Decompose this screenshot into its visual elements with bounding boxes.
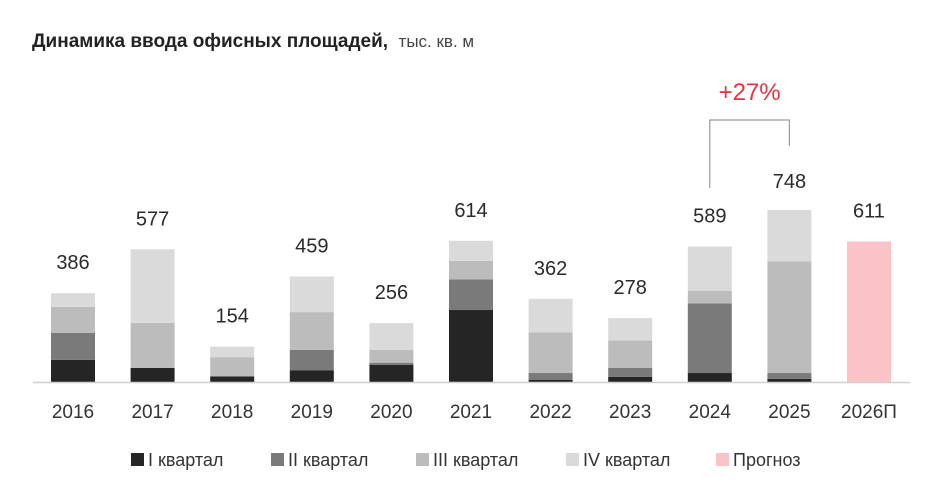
x-axis-ticks: 2016 2017 2018 2019 2020 2021 2022 2023 2024 2025… [52, 402, 897, 423]
legend-label-2: II квартал [288, 450, 368, 470]
bar-segment-2020-s1 [369, 364, 414, 382]
bar-segment-2023-s4 [608, 318, 653, 341]
x-tick-2019: 2019 [291, 402, 333, 423]
bar-segment-2025-s3 [767, 261, 812, 374]
legend-label-5: Прогноз [733, 450, 801, 470]
total-label-2019: 459 [295, 235, 328, 257]
bar-segment-2018-s1 [210, 376, 255, 382]
total-label-2023: 278 [614, 277, 647, 299]
bar-segment-2020-s2 [369, 362, 414, 365]
bar-segment-2017-s3 [130, 322, 175, 368]
growth-annotation: +27% [709, 79, 790, 188]
bar-segment-2016-s2 [51, 332, 95, 360]
bar-segment-2020-s4 [369, 323, 414, 351]
bar-segment-2024-s4 [687, 246, 732, 291]
bar-segment-2019-s3 [289, 312, 334, 350]
total-label-2022: 362 [534, 258, 567, 280]
bar-segment-2022-s2 [528, 373, 573, 380]
bar-segment-2016-s1 [51, 359, 95, 382]
x-tick-2023: 2023 [609, 402, 651, 423]
bar-segment-2018-s4 [210, 346, 255, 358]
bar-segment-2022-s4 [528, 298, 573, 333]
x-tick-2026П: 2026П [841, 402, 897, 423]
bar-segment-2022-s3 [528, 332, 573, 374]
total-label-2021: 614 [454, 200, 487, 222]
svg-text:Динамика ввода офисных площаде: Динамика ввода офисных площадей, тыс. кв… [32, 31, 474, 52]
bar-segment-2019-s4 [289, 276, 334, 313]
bar-segment-2017-s1 [130, 367, 175, 382]
x-tick-2022: 2022 [529, 402, 571, 423]
legend-swatch-2 [271, 453, 284, 466]
x-tick-2025: 2025 [768, 402, 810, 423]
x-tick-2024: 2024 [689, 402, 732, 423]
x-tick-2018: 2018 [211, 402, 253, 423]
bars: 386 577 154 459 256 614 362 278 589 748 611 [51, 171, 891, 382]
bar-segment-2019-s2 [289, 349, 334, 371]
x-tick-2017: 2017 [131, 402, 173, 423]
x-tick-2016: 2016 [52, 402, 94, 423]
total-label-2024: 589 [693, 206, 726, 228]
legend: I квартал II квартал III квартал IV квартал… [131, 450, 801, 470]
bar-segment-2019-s1 [289, 370, 334, 382]
total-label-2026П: 611 [853, 201, 885, 223]
legend-swatch-3 [416, 453, 429, 466]
growth-bracket [709, 119, 790, 188]
legend-label-1: I квартал [148, 450, 223, 470]
x-tick-2021: 2021 [450, 402, 492, 423]
bar-segment-2021-s2 [449, 279, 493, 311]
bar-segment-2016-s4 [51, 293, 95, 307]
legend-swatch-4 [566, 453, 579, 466]
legend-swatch-1 [131, 453, 144, 466]
bar-segment-2016-s3 [51, 306, 95, 333]
total-label-2020: 256 [375, 282, 408, 304]
bar-segment-2020-s3 [369, 350, 414, 363]
bar-segment-2023-s2 [608, 367, 653, 377]
total-label-2017: 577 [136, 208, 169, 230]
bar-segment-2025-s1 [767, 378, 812, 382]
bar-segment-2024-s2 [687, 303, 732, 374]
bar-segment-2023-s1 [608, 376, 653, 382]
legend-swatch-5 [716, 453, 729, 466]
bar-segment-2022-s1 [528, 379, 573, 382]
total-label-2016: 386 [56, 252, 89, 274]
total-label-2018: 154 [216, 306, 249, 328]
bar-segment-2025-s2 [767, 373, 812, 379]
bar-segment-2026П-s5 [847, 241, 891, 382]
total-label-2025: 748 [773, 171, 806, 193]
growth-label: +27% [719, 79, 781, 106]
legend-label-4: IV квартал [583, 450, 670, 470]
bar-segment-2017-s4 [130, 249, 175, 323]
bar-segment-2018-s3 [210, 357, 255, 377]
chart-unit: тыс. кв. м [399, 32, 475, 51]
bar-segment-2025-s4 [767, 210, 812, 262]
x-tick-2020: 2020 [370, 402, 412, 423]
bar-segment-2021-s4 [449, 240, 493, 261]
bar-segment-2024-s1 [687, 373, 732, 382]
legend-label-3: III квартал [433, 450, 518, 470]
bar-segment-2024-s3 [687, 290, 732, 304]
bar-segment-2021-s3 [449, 260, 493, 280]
chart-title: Динамика ввода офисных площадей, [32, 31, 388, 52]
bar-segment-2023-s3 [608, 340, 653, 368]
bar-segment-2021-s1 [449, 310, 493, 382]
